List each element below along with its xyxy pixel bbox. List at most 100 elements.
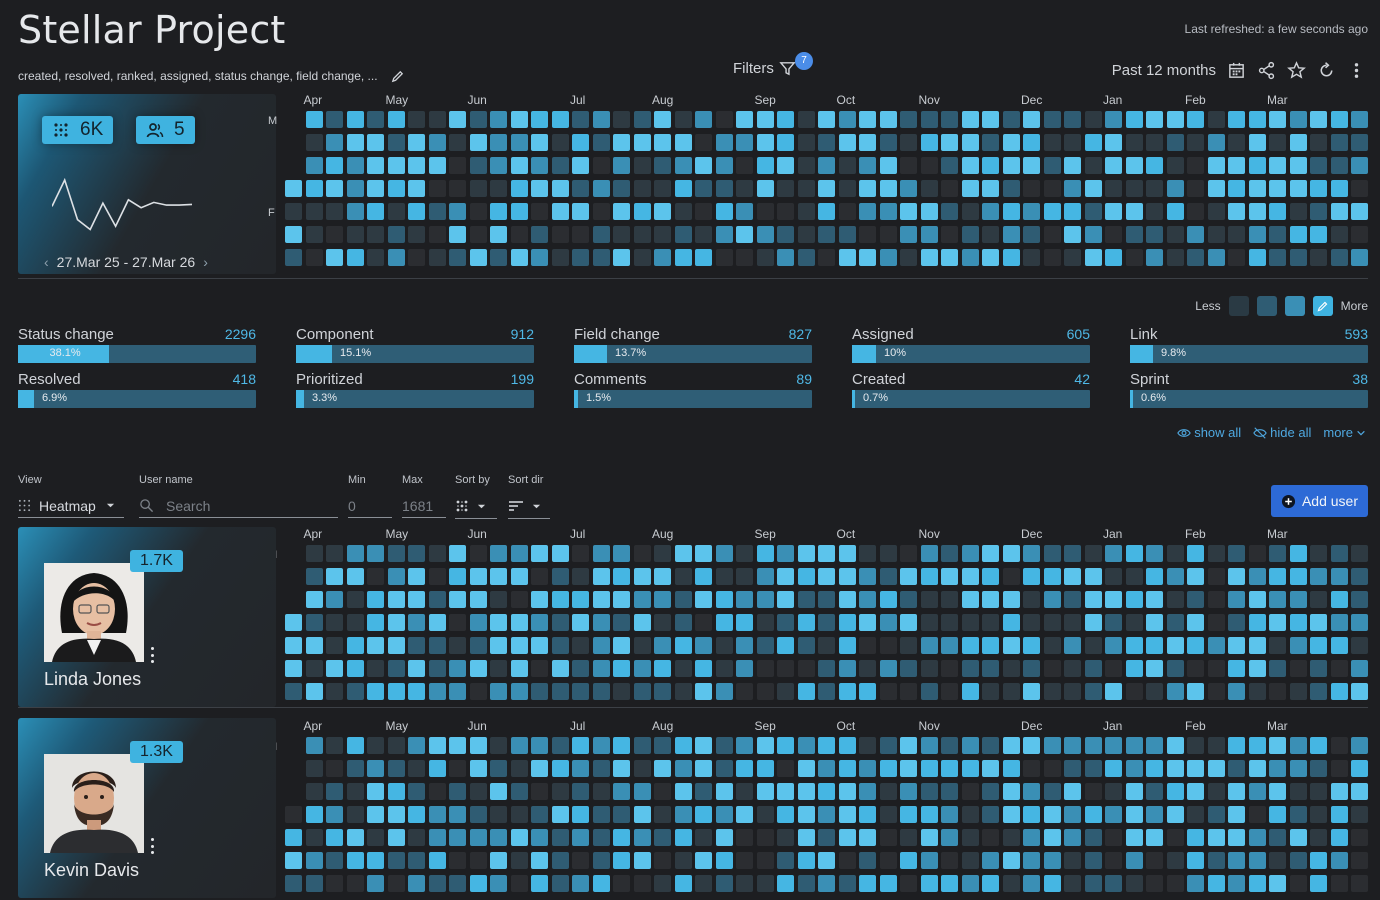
- heatmap-cell[interactable]: [654, 614, 671, 631]
- heatmap-cell[interactable]: [1002, 157, 1020, 174]
- stat-created[interactable]: Created 42 0.7%: [852, 371, 1090, 411]
- heatmap-cell[interactable]: [1002, 134, 1020, 151]
- heatmap-cell[interactable]: [428, 760, 446, 777]
- heatmap-cell[interactable]: [1289, 568, 1307, 585]
- heatmap-cell[interactable]: [756, 806, 774, 823]
- heatmap-cell[interactable]: [777, 203, 794, 220]
- heatmap-cell[interactable]: [1146, 226, 1163, 243]
- heatmap-cell[interactable]: [1166, 783, 1184, 800]
- heatmap-cell[interactable]: [449, 783, 466, 800]
- heatmap-cell[interactable]: [1166, 226, 1184, 243]
- heatmap-cell[interactable]: [592, 545, 610, 562]
- heatmap-cell[interactable]: [592, 737, 610, 754]
- heatmap-cell[interactable]: [818, 203, 835, 220]
- heatmap-cell[interactable]: [428, 875, 446, 892]
- heatmap-cell[interactable]: [613, 737, 630, 754]
- heatmap-cell[interactable]: [633, 737, 651, 754]
- heatmap-cell[interactable]: [777, 660, 794, 677]
- user-card[interactable]: 1.3K Kevin Davis: [18, 718, 276, 898]
- heatmap-cell[interactable]: [1330, 829, 1348, 846]
- heatmap-cell[interactable]: [1125, 134, 1143, 151]
- heatmap-cell[interactable]: [900, 852, 917, 869]
- heatmap-cell[interactable]: [1125, 875, 1143, 892]
- heatmap-cell[interactable]: [1002, 614, 1020, 631]
- heatmap-cell[interactable]: [674, 760, 692, 777]
- heatmap-cell[interactable]: [408, 852, 425, 869]
- heatmap-cell[interactable]: [490, 157, 507, 174]
- heatmap-cell[interactable]: [1269, 545, 1286, 562]
- heatmap-cell[interactable]: [1187, 545, 1204, 562]
- heatmap-cell[interactable]: [1084, 249, 1102, 266]
- heatmap-cell[interactable]: [305, 614, 323, 631]
- heatmap-cell[interactable]: [879, 806, 897, 823]
- heatmap-cell[interactable]: [346, 660, 364, 677]
- heatmap-cell[interactable]: [920, 875, 938, 892]
- heatmap-cell[interactable]: [510, 591, 528, 608]
- heatmap-cell[interactable]: [818, 226, 835, 243]
- heatmap-cell[interactable]: [633, 637, 651, 654]
- heatmap-cell[interactable]: [1330, 134, 1348, 151]
- heatmap-cell[interactable]: [1043, 249, 1061, 266]
- heatmap-cell[interactable]: [1043, 545, 1061, 562]
- heatmap-cell[interactable]: [920, 852, 938, 869]
- heatmap-cell[interactable]: [900, 637, 917, 654]
- heatmap-cell[interactable]: [818, 806, 835, 823]
- heatmap-cell[interactable]: [777, 614, 794, 631]
- heatmap-cell[interactable]: [1064, 660, 1081, 677]
- heatmap-cell[interactable]: [1187, 134, 1204, 151]
- heatmap-cell[interactable]: [941, 614, 958, 631]
- heatmap-cell[interactable]: [1187, 683, 1204, 700]
- heatmap-cell[interactable]: [1269, 614, 1286, 631]
- heatmap-cell[interactable]: [777, 226, 794, 243]
- heatmap-cell[interactable]: [818, 157, 835, 174]
- heatmap-cell[interactable]: [387, 660, 405, 677]
- heatmap-cell[interactable]: [674, 852, 692, 869]
- heatmap-cell[interactable]: [1002, 760, 1020, 777]
- heatmap-cell[interactable]: [1351, 203, 1368, 220]
- heatmap-cell[interactable]: [490, 875, 507, 892]
- heatmap-cell[interactable]: [797, 568, 815, 585]
- heatmap-cell[interactable]: [818, 829, 835, 846]
- heatmap-cell[interactable]: [941, 180, 958, 197]
- heatmap-cell[interactable]: [285, 614, 302, 631]
- heatmap-cell[interactable]: [1330, 545, 1348, 562]
- heatmap-cell[interactable]: [428, 249, 446, 266]
- heatmap-cell[interactable]: [449, 683, 466, 700]
- heatmap-cell[interactable]: [961, 660, 979, 677]
- heatmap-cell[interactable]: [1228, 111, 1245, 128]
- heatmap-cell[interactable]: [1187, 829, 1204, 846]
- heatmap-cell[interactable]: [900, 249, 917, 266]
- heatmap-cell[interactable]: [1125, 737, 1143, 754]
- heatmap-cell[interactable]: [736, 852, 753, 869]
- heatmap-cell[interactable]: [1105, 637, 1122, 654]
- heatmap-cell[interactable]: [1289, 806, 1307, 823]
- heatmap-cell[interactable]: [982, 737, 999, 754]
- heatmap-cell[interactable]: [305, 591, 323, 608]
- heatmap-cell[interactable]: [1105, 660, 1122, 677]
- heatmap-cell[interactable]: [1269, 683, 1286, 700]
- heatmap-cell[interactable]: [367, 637, 384, 654]
- heatmap-cell[interactable]: [1351, 875, 1368, 892]
- heatmap-cell[interactable]: [1351, 783, 1368, 800]
- heatmap-cell[interactable]: [1310, 683, 1327, 700]
- heatmap-cell[interactable]: [1023, 203, 1040, 220]
- heatmap-cell[interactable]: [715, 852, 733, 869]
- heatmap-cell[interactable]: [859, 226, 876, 243]
- heatmap-cell[interactable]: [1207, 134, 1225, 151]
- heatmap-cell[interactable]: [1064, 545, 1081, 562]
- heatmap-cell[interactable]: [490, 249, 507, 266]
- heatmap-cell[interactable]: [1289, 760, 1307, 777]
- heatmap-cell[interactable]: [428, 545, 446, 562]
- show-all-button[interactable]: show all: [1177, 425, 1241, 440]
- heatmap-cell[interactable]: [1351, 568, 1368, 585]
- heatmap-cell[interactable]: [838, 568, 856, 585]
- heatmap-cell[interactable]: [285, 180, 302, 197]
- heatmap-cell[interactable]: [387, 783, 405, 800]
- heatmap-cell[interactable]: [1166, 660, 1184, 677]
- heatmap-cell[interactable]: [1125, 249, 1143, 266]
- heatmap-cell[interactable]: [428, 134, 446, 151]
- heatmap-cell[interactable]: [346, 806, 364, 823]
- heatmap-cell[interactable]: [1043, 591, 1061, 608]
- heatmap-cell[interactable]: [449, 180, 466, 197]
- heatmap-cell[interactable]: [900, 157, 917, 174]
